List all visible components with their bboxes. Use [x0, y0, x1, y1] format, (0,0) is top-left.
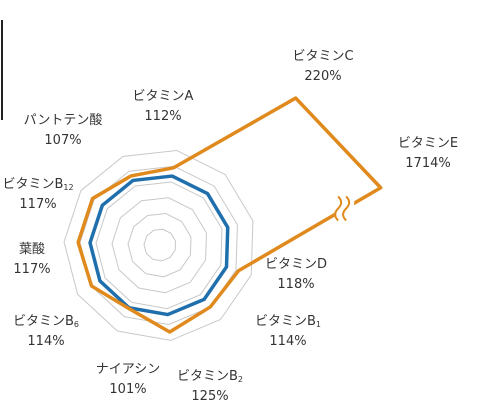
axis-labels: ビタミンA112%ビタミンC220%ビタミンE1714%ビタミンD118%ビタミ… [2, 49, 458, 404]
grid-ring [127, 212, 192, 278]
axis-value: 118% [277, 277, 314, 292]
axis-name: ビタミンC [292, 49, 353, 64]
value-series-line [76, 96, 383, 334]
axis-label-vitamin-b12: ビタミンB12 117% [2, 177, 73, 212]
grid-ring [63, 149, 254, 341]
axis-value: 101% [109, 382, 146, 397]
axis-break-mark [334, 195, 355, 222]
axis-value: 125% [191, 389, 228, 404]
axis-label-niacin: ナイアシン 101% [96, 362, 160, 397]
axis-value: 114% [269, 334, 306, 349]
baseline-100-percent [88, 174, 230, 317]
radar-series [76, 96, 383, 334]
axis-name: ビタミンB12 [2, 177, 73, 192]
axis-label-vitamin-b1: ビタミンB1 114% [255, 314, 321, 349]
axis-value: 112% [144, 109, 181, 124]
axis-name: 葉酸 [19, 242, 45, 257]
axis-name: ビタミンD [265, 257, 327, 272]
axis-value: 1714% [405, 156, 450, 171]
axis-value: 114% [27, 334, 64, 349]
axis-name: ビタミンA [133, 89, 194, 104]
axis-label-vitamin-c: ビタミンC 220% [292, 49, 353, 84]
grid-ring [95, 181, 223, 310]
axis-name: ビタミンE [398, 136, 458, 151]
axis-value: 107% [44, 133, 81, 148]
grid-ring [111, 197, 207, 294]
axis-name: ビタミンB1 [255, 314, 321, 329]
axis-label-pantothenic: パントテン酸 107% [24, 113, 103, 148]
axis-label-vitamin-a: ビタミンA 112% [133, 89, 194, 124]
axis-name: パントテン酸 [24, 113, 103, 128]
axis-value: 117% [19, 197, 56, 212]
axis-label-vitamin-e: ビタミンE 1714% [398, 136, 458, 171]
axis-name: ビタミンB2 [177, 369, 243, 384]
axis-label-folate: 葉酸 117% [13, 242, 50, 277]
grid-ring [143, 228, 176, 262]
axis-label-vitamin-b2: ビタミンB2 125% [177, 369, 243, 404]
axis-value: 220% [304, 69, 341, 84]
axis-name: ビタミンB6 [13, 314, 79, 329]
axis-name: ナイアシン [96, 362, 160, 377]
axis-label-vitamin-d: ビタミンD 118% [265, 257, 327, 292]
axis-label-vitamin-b6: ビタミンB6 114% [13, 314, 79, 349]
axis-value: 117% [13, 262, 50, 277]
